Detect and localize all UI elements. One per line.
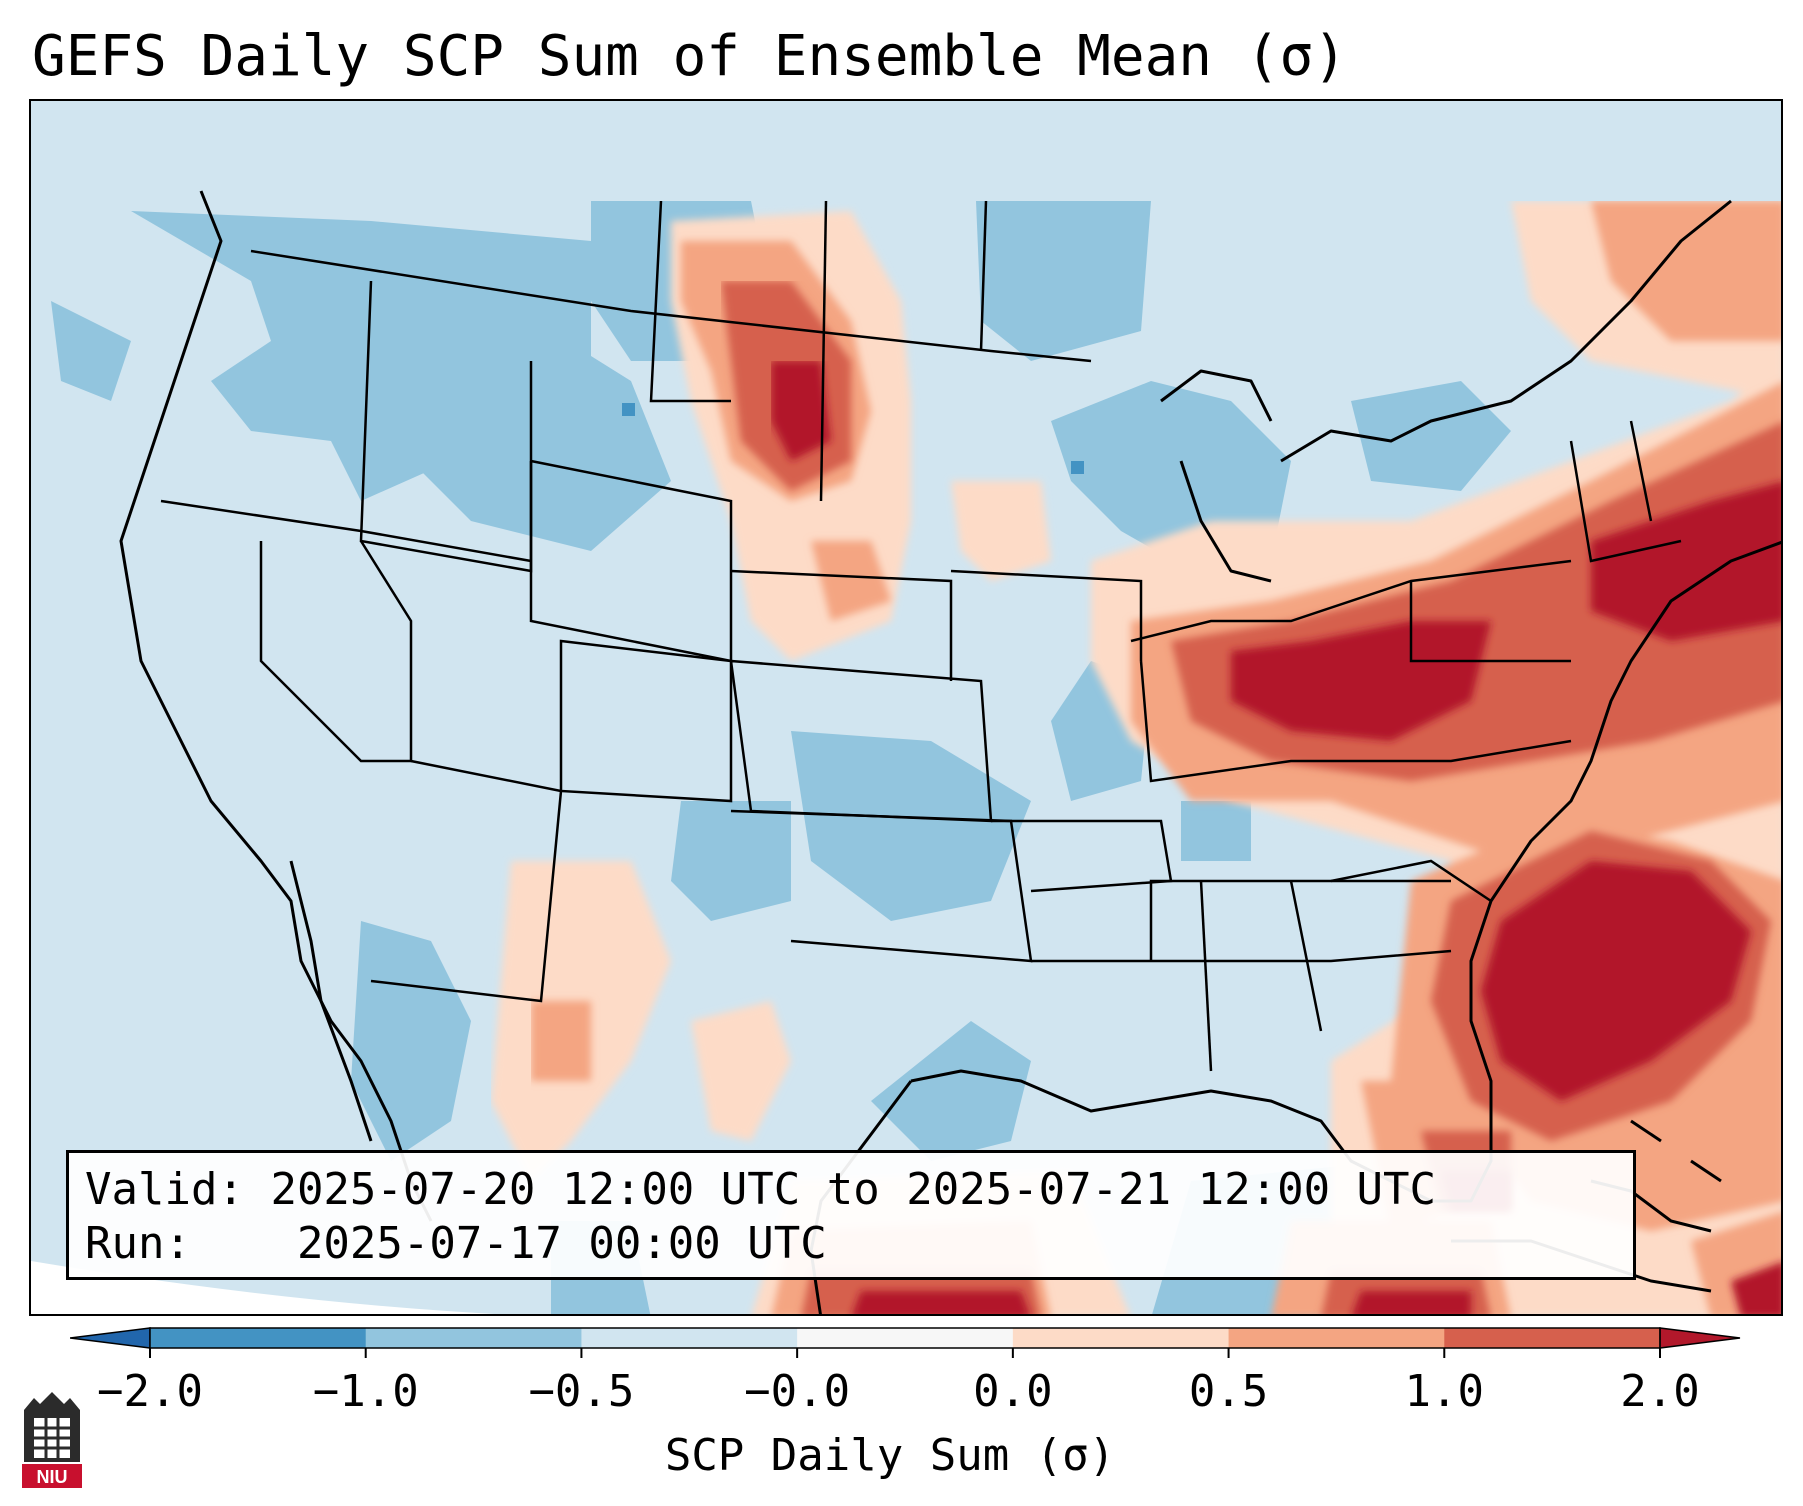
map-title: GEFS Daily SCP Sum of Ensemble Mean (σ)	[32, 24, 1347, 89]
colorbar	[70, 1327, 1741, 1358]
run-row: Run: 2025-07-17 00:00 UTC	[85, 1217, 1617, 1271]
colorbar-tick-label: −1.0	[312, 1366, 419, 1417]
salmon-regions	[531, 201, 1781, 1314]
colorbar-tick-label: −0.5	[528, 1366, 635, 1417]
colorbar-segment	[1444, 1328, 1661, 1348]
colorbar-segment	[150, 1328, 367, 1348]
colorbar-label: SCP Daily Sum (σ)	[664, 1430, 1116, 1481]
logo-text: NIU	[37, 1467, 68, 1487]
colorbar-over-arrow	[1659, 1327, 1741, 1349]
colorbar-under-arrow	[70, 1327, 151, 1349]
valid-row: Valid: 2025-07-20 12:00 UTC to 2025-07-2…	[85, 1163, 1617, 1217]
run-value: 2025-07-17 00:00 UTC	[296, 1218, 827, 1269]
colorbar-outline	[149, 1327, 1661, 1349]
colorbar-tick-label: −0.0	[744, 1366, 851, 1417]
colorbar-segment	[797, 1328, 1014, 1348]
colorbar-segment	[1228, 1328, 1445, 1348]
coastlines	[119, 190, 1781, 1314]
dark-red-regions	[771, 361, 1781, 1314]
colorbar-tick-label: 1.0	[1404, 1366, 1485, 1417]
colorbar-tick-label: −2.0	[97, 1366, 203, 1417]
colorbar-tick-label: 0.0	[973, 1366, 1053, 1417]
colorbar-segment	[365, 1328, 582, 1348]
state-borders	[160, 200, 1682, 1072]
map-canvas	[31, 190, 1781, 1314]
valid-label: Valid:	[85, 1164, 244, 1215]
colorbar-tick-label: 2.0	[1620, 1366, 1700, 1417]
colorbar-segment	[1012, 1328, 1230, 1348]
colorbar-segment	[581, 1328, 798, 1348]
niu-logo: NIU	[22, 1392, 82, 1488]
validity-info-box: Valid: 2025-07-20 12:00 UTC to 2025-07-2…	[66, 1150, 1636, 1280]
dark-blue-specks	[622, 403, 1084, 474]
valid-value: 2025-07-20 12:00 UTC to 2025-07-21 12:00…	[270, 1164, 1437, 1215]
map-area[interactable]	[29, 99, 1783, 1316]
off-domain-area	[31, 1261, 495, 1314]
colorbar-tick-label: 0.5	[1188, 1366, 1269, 1417]
run-label: Run:	[85, 1218, 191, 1269]
